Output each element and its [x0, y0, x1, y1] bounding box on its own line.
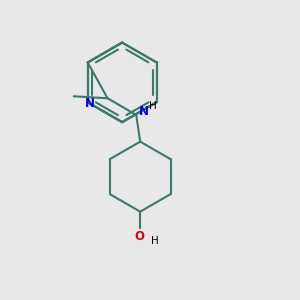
Text: N: N: [85, 97, 95, 110]
Text: N: N: [139, 105, 149, 118]
Text: O: O: [134, 230, 144, 243]
Text: H: H: [152, 236, 159, 246]
Text: H: H: [149, 101, 157, 111]
